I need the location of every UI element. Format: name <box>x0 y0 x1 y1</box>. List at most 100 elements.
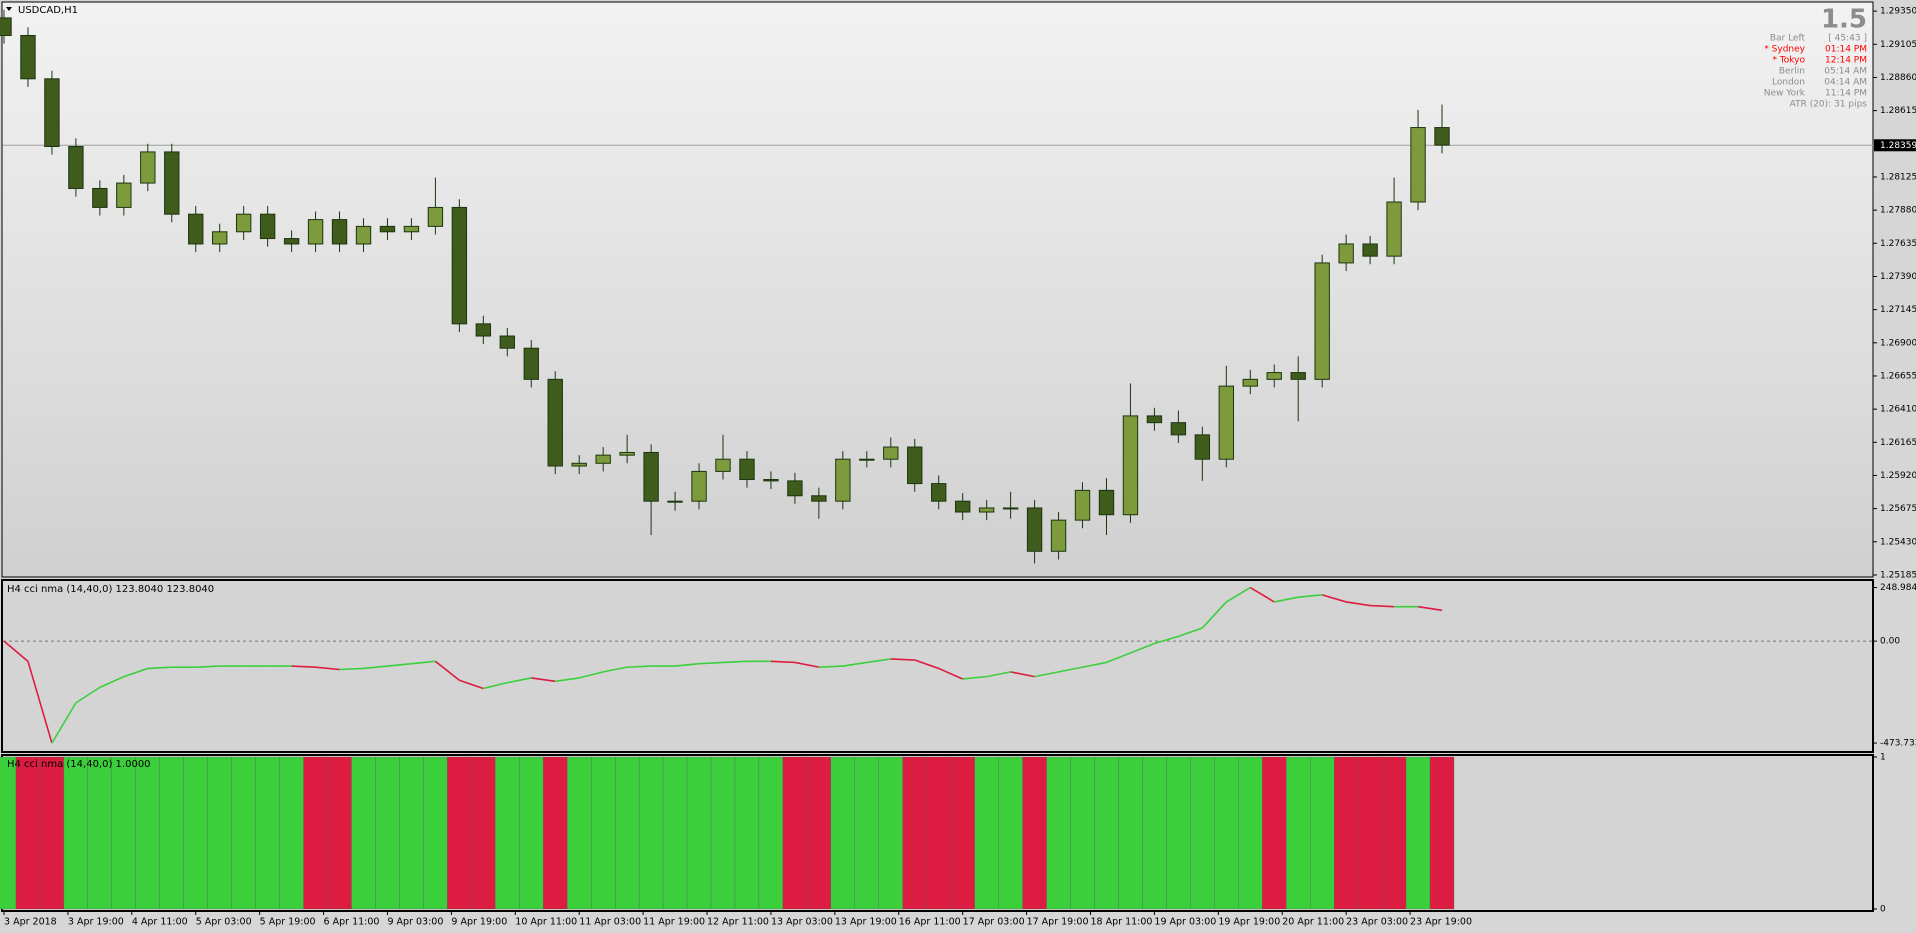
y-tick-label: 1.27145 <box>1880 305 1916 315</box>
y-tick-label: 248.9844 <box>1880 583 1916 593</box>
y-tick-label: 1.27635 <box>1880 239 1916 249</box>
cci-segment <box>1010 671 1035 678</box>
y-tick-label: 1.25185 <box>1880 570 1916 580</box>
direction-bar <box>1334 756 1359 910</box>
cci-segment <box>579 671 604 679</box>
x-tick-label: 13 Apr 03:00 <box>771 917 833 928</box>
direction-bar <box>902 756 927 910</box>
x-tick-label: 16 Apr 11:00 <box>899 917 961 928</box>
cci-segment <box>962 675 987 680</box>
cci-segment <box>507 677 532 684</box>
candle-body <box>1338 243 1354 264</box>
direction-bar <box>1142 756 1167 910</box>
cci-panel <box>1 579 1874 753</box>
x-tick-label: 3 Apr 2018 <box>4 917 57 928</box>
x-tick-label: 19 Apr 19:00 <box>1218 917 1280 928</box>
menu-arrow[interactable] <box>6 7 12 11</box>
cci-segment <box>1082 661 1107 668</box>
cci-segment <box>434 660 460 681</box>
cci-segment <box>842 661 867 667</box>
cci-segment <box>483 681 508 690</box>
candle-body <box>691 470 707 502</box>
direction-bar <box>399 756 424 910</box>
x-tick-label: 19 Apr 03:00 <box>1154 917 1216 928</box>
candle-body <box>715 458 731 472</box>
candle-body <box>427 206 444 227</box>
info-label: Berlin <box>1779 67 1805 77</box>
candle-body <box>1170 422 1187 436</box>
cci-segment <box>1034 671 1059 678</box>
y-tick-label: 1 <box>1880 753 1886 763</box>
y-tick-label: 0 <box>1880 905 1886 915</box>
cci-segment <box>986 671 1011 678</box>
candle-body <box>1026 507 1043 552</box>
candle-body <box>1002 507 1019 510</box>
direction-bar <box>926 756 951 910</box>
x-tick-label: 11 Apr 19:00 <box>643 917 705 928</box>
candle-body <box>1434 127 1450 146</box>
direction-bar <box>471 756 496 910</box>
x-tick-label: 5 Apr 19:00 <box>260 917 316 928</box>
y-tick-label: 1.27390 <box>1880 272 1916 282</box>
cci-segment <box>531 677 556 683</box>
candle-body <box>188 213 204 245</box>
direction-bar <box>351 756 376 910</box>
direction-bar <box>1429 756 1455 910</box>
candle-body <box>1218 385 1235 460</box>
candle-body <box>235 213 252 233</box>
cci-segment <box>938 667 963 680</box>
direction-bar <box>303 756 328 910</box>
candle-body <box>1314 262 1330 380</box>
x-tick-label: 10 Apr 11:00 <box>515 917 577 928</box>
direction-bar <box>135 756 160 910</box>
x-tick-label: 3 Apr 19:00 <box>68 917 124 928</box>
info-label: Bar Left <box>1770 34 1806 44</box>
x-tick-label: 23 Apr 19:00 <box>1410 917 1472 928</box>
cci-segment <box>1154 635 1179 645</box>
cci-segment <box>627 665 652 668</box>
cci-segment <box>914 659 939 670</box>
candle-body <box>1122 415 1139 516</box>
candle-body <box>307 219 324 245</box>
y-tick-label: 1.25920 <box>1880 471 1916 481</box>
candle-body <box>355 225 372 245</box>
candle-body <box>619 451 635 456</box>
info-label: New York <box>1764 89 1806 99</box>
candle-body <box>523 347 539 380</box>
direction-bar <box>758 756 784 910</box>
direction-bar <box>710 756 736 910</box>
candle-body <box>1290 372 1306 380</box>
direction-bar <box>1022 756 1047 910</box>
cci-segment <box>794 661 820 668</box>
x-tick-label: 20 Apr 11:00 <box>1282 917 1344 928</box>
cci-segment <box>722 660 748 664</box>
direction-bar <box>447 756 472 910</box>
cci-segment <box>315 666 340 671</box>
direction-bar <box>998 756 1023 910</box>
direction-bar <box>662 756 688 910</box>
cci-segment <box>674 662 700 667</box>
cci-segment <box>459 679 484 690</box>
cci-segment <box>1178 627 1203 638</box>
cci-segment <box>555 677 580 683</box>
direction-bar <box>974 756 999 910</box>
candle-body <box>1050 519 1067 552</box>
spread: 1.5 <box>1821 5 1867 35</box>
cci-segment <box>1249 586 1275 603</box>
x-tick-label: 23 Apr 03:00 <box>1346 917 1408 928</box>
current-price-label: 1.28359 <box>1880 141 1916 151</box>
cci-segment <box>75 686 101 704</box>
current-price-box <box>1874 139 1916 152</box>
candle-body <box>811 495 827 502</box>
candle-body <box>331 219 348 245</box>
candle-body <box>1362 243 1378 257</box>
cci-segment <box>1298 594 1323 598</box>
direction-bar <box>231 756 256 910</box>
direction-bar <box>1357 756 1383 910</box>
info-value: [ 45:43 ] <box>1828 34 1867 44</box>
y-tick-label: 0.00 <box>1880 637 1900 647</box>
direction-bar <box>543 756 568 910</box>
cci-segment <box>3 640 29 662</box>
direction-bar <box>0 756 17 910</box>
direction-bar <box>15 756 41 910</box>
